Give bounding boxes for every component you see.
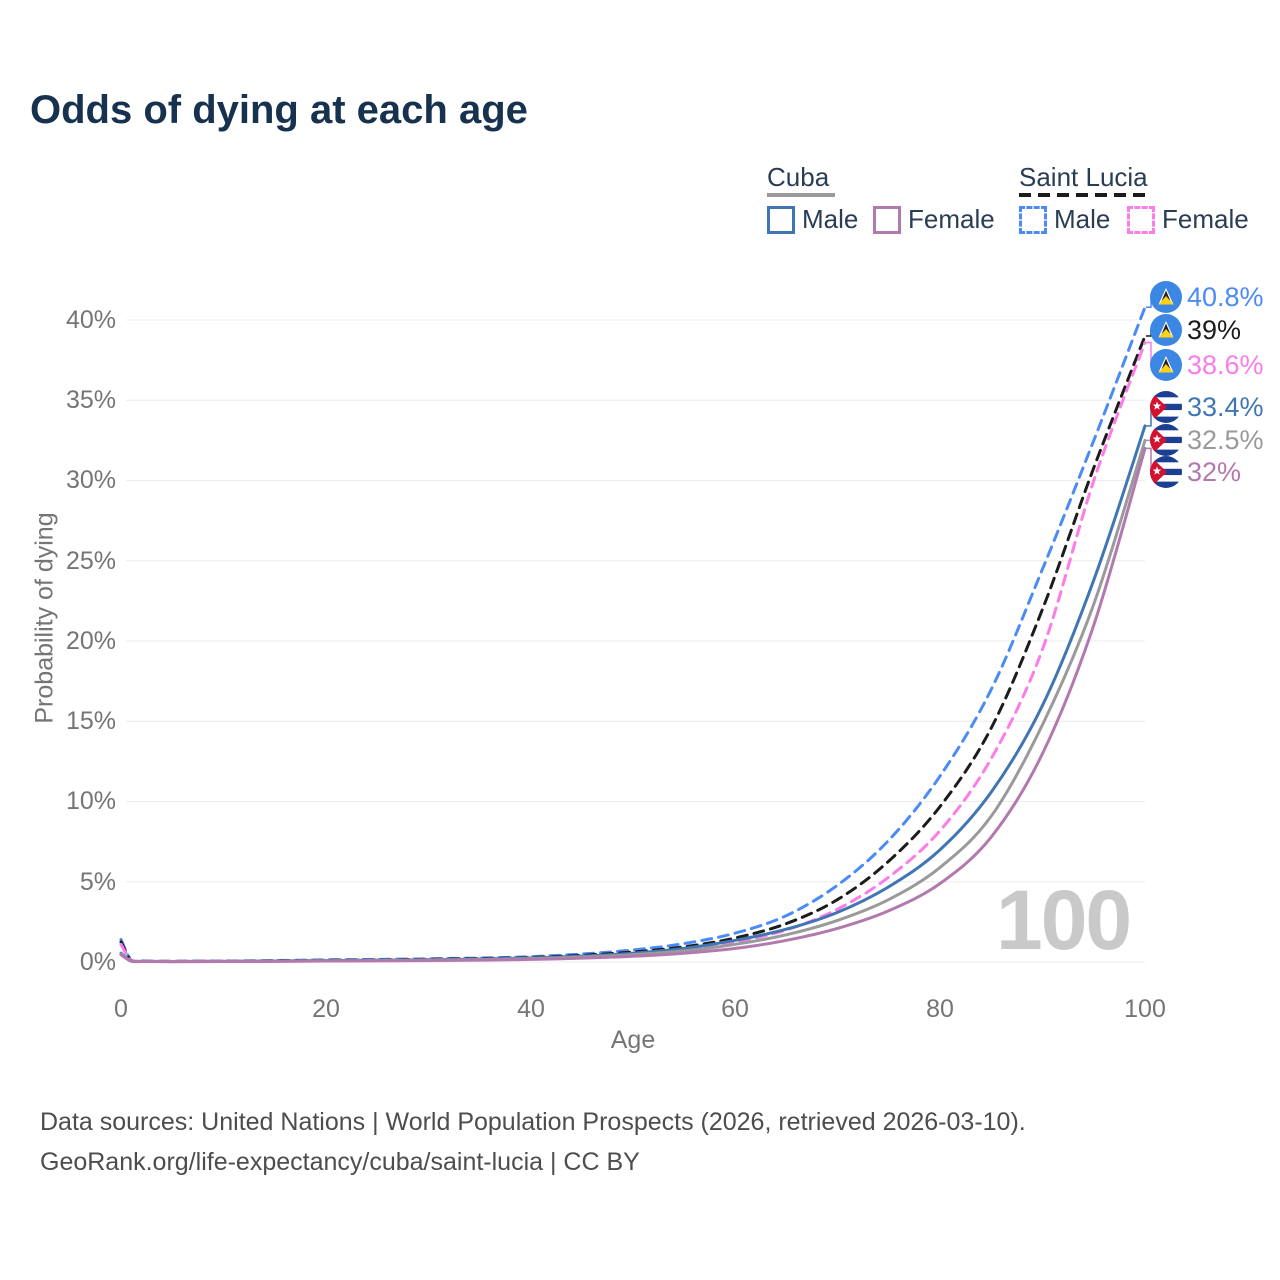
y-tick-25: 25% bbox=[65, 547, 116, 575]
data-sources-text: Data sources: United Nations | World Pop… bbox=[40, 1108, 1026, 1136]
cuba-flag-icon bbox=[1150, 424, 1182, 456]
legend-group-cuba-title: Cuba bbox=[767, 162, 830, 192]
series-line-cuba-male[interactable] bbox=[119, 424, 1147, 964]
y-tick-35: 35% bbox=[65, 386, 116, 414]
legend-item-label: Female bbox=[908, 204, 995, 234]
x-tick-20: 20 bbox=[312, 995, 340, 1023]
x-tick-60: 60 bbox=[721, 995, 749, 1023]
cuba-flag-icon bbox=[1150, 456, 1182, 488]
end-label-value: 33.4% bbox=[1187, 391, 1264, 422]
saint-lucia-flag-icon bbox=[1150, 349, 1182, 381]
x-tick-0: 0 bbox=[114, 995, 128, 1023]
age-counter-watermark: 100 bbox=[996, 873, 1132, 967]
y-tick-20: 20% bbox=[65, 627, 116, 655]
end-label-saint-lucia-female: 38.6% bbox=[1150, 349, 1264, 381]
x-tick-80: 80 bbox=[926, 995, 954, 1023]
saint-lucia-female-swatch-icon bbox=[1127, 205, 1155, 234]
end-label-value: 39% bbox=[1187, 314, 1242, 345]
y-tick-30: 30% bbox=[65, 466, 116, 494]
end-label-value: 32.5% bbox=[1187, 424, 1264, 455]
legend-cuba-line-sample bbox=[767, 193, 835, 197]
cuba-female-swatch-icon bbox=[873, 205, 901, 234]
x-tick-40: 40 bbox=[517, 995, 545, 1023]
series-line-cuba-female[interactable] bbox=[119, 446, 1147, 964]
x-axis-title: Age bbox=[610, 1026, 656, 1054]
series-line-saint-lucia-both-sexes[interactable] bbox=[119, 334, 1147, 963]
legend-item-saint-lucia-male[interactable]: Male bbox=[1019, 204, 1110, 235]
legend-item-cuba-male[interactable]: Male bbox=[767, 204, 858, 235]
saint-lucia-flag-icon bbox=[1150, 314, 1182, 346]
end-label-cuba-male: 33.4% bbox=[1150, 391, 1264, 423]
series-line-saint-lucia-female[interactable] bbox=[119, 341, 1147, 963]
x-tick-100: 100 bbox=[1124, 995, 1166, 1023]
legend-item-label: Female bbox=[1162, 204, 1249, 234]
end-label-saint-lucia-male: 40.8% bbox=[1150, 281, 1264, 313]
saint-lucia-male-swatch-icon bbox=[1019, 205, 1047, 234]
y-tick-40: 40% bbox=[65, 306, 116, 334]
y-tick-10: 10% bbox=[65, 787, 116, 815]
legend-item-saint-lucia-female[interactable]: Female bbox=[1127, 204, 1249, 235]
legend-item-label: Male bbox=[802, 204, 859, 234]
end-label-value: 32% bbox=[1187, 456, 1242, 487]
end-label-value: 40.8% bbox=[1187, 281, 1264, 312]
end-label-saint-lucia-both: 39% bbox=[1150, 314, 1241, 346]
attribution-text: GeoRank.org/life-expectancy/cuba/saint-l… bbox=[40, 1148, 640, 1176]
cuba-flag-icon bbox=[1150, 391, 1182, 423]
legend-item-cuba-female[interactable]: Female bbox=[873, 204, 995, 235]
legend-saint-lucia-line-sample bbox=[1019, 193, 1146, 197]
y-tick-15: 15% bbox=[65, 707, 116, 735]
series-line-cuba-both-sexes[interactable] bbox=[119, 438, 1147, 964]
page-title: Odds of dying at each age bbox=[30, 88, 528, 132]
saint-lucia-flag-icon bbox=[1150, 281, 1182, 313]
end-label-value: 38.6% bbox=[1187, 349, 1264, 380]
legend-item-label: Male bbox=[1054, 204, 1111, 234]
y-tick-0: 0% bbox=[79, 948, 116, 976]
legend-group-saint-lucia-title: Saint Lucia bbox=[1019, 162, 1148, 192]
cuba-male-swatch-icon bbox=[767, 205, 795, 234]
end-label-cuba-female: 32% bbox=[1150, 456, 1241, 488]
series-line-saint-lucia-male[interactable] bbox=[119, 305, 1147, 963]
y-tick-5: 5% bbox=[79, 868, 116, 896]
end-label-cuba-both: 32.5% bbox=[1150, 424, 1264, 456]
